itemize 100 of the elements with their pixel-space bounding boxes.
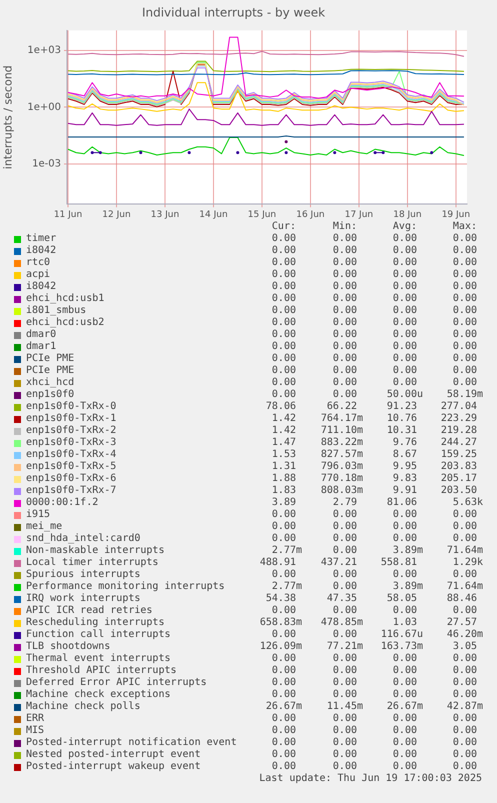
- text: 0.00: [452, 305, 477, 317]
- text: 2.77m: [272, 545, 302, 557]
- text: 9.91: [392, 485, 417, 497]
- text: 488.91: [260, 557, 296, 569]
- text: 159.25: [440, 449, 477, 461]
- legend-label: i8042: [26, 245, 56, 257]
- legend-label: Spurious interrupts: [26, 569, 140, 581]
- text: 0.00: [452, 269, 477, 281]
- text: 27.57: [446, 617, 477, 629]
- text: 0.00: [452, 665, 477, 677]
- text: 0.00: [392, 665, 417, 677]
- legend-label: Thermal event interrupts: [26, 653, 170, 665]
- text: 0.00: [332, 713, 357, 725]
- text: 163.73m: [380, 641, 423, 653]
- text: 0.00: [272, 737, 296, 749]
- text: 0.00: [332, 629, 357, 641]
- text: 219.28: [440, 425, 477, 437]
- legend-label: Function call interrupts: [26, 629, 170, 641]
- text: 0.00: [332, 377, 357, 389]
- text: 54.38: [266, 593, 296, 605]
- text: 0.00: [392, 737, 417, 749]
- text: 0.00: [332, 533, 357, 545]
- text: 0.00: [332, 341, 357, 353]
- text: 9.95: [392, 461, 417, 473]
- text: 0.00: [332, 689, 357, 701]
- text: Min:: [332, 221, 357, 233]
- x-tick-label: 18 Jun: [393, 210, 422, 220]
- legend-label: Nested posted-interrupt event: [26, 749, 201, 761]
- text: 26.67m: [266, 701, 302, 713]
- text: Last update: Thu Jun 19 17:00:03 2025: [259, 773, 482, 785]
- text: 81.06: [386, 497, 417, 509]
- text: 478.85m: [320, 617, 363, 629]
- text: 0.00: [272, 605, 296, 617]
- legend-label: enp1s0f0-TxRx-4: [26, 449, 116, 461]
- text: 0.00: [452, 653, 477, 665]
- text: 0.00: [272, 353, 296, 365]
- text: 0.00: [392, 605, 417, 617]
- text: 0.00: [392, 713, 417, 725]
- text: 71.64m: [446, 545, 483, 557]
- text: Cur:: [272, 221, 296, 233]
- x-tick-label: 14 Jun: [199, 210, 228, 220]
- text: 0.00: [452, 689, 477, 701]
- text: 1.29k: [452, 557, 483, 569]
- text: 0.00: [452, 377, 477, 389]
- y-tick-label: 1e+03: [27, 45, 61, 56]
- text: 0.00: [272, 257, 296, 269]
- text: 0.00: [272, 713, 296, 725]
- legend-label: ERR: [26, 713, 44, 725]
- text: 0.00: [452, 341, 477, 353]
- text: 0.00: [392, 569, 417, 581]
- text: 3.05: [452, 641, 477, 653]
- text: 0.00: [452, 317, 477, 329]
- legend-label: TLB shootdowns: [26, 641, 110, 653]
- text: 0.00: [272, 653, 296, 665]
- text: 0.00: [332, 233, 357, 245]
- text: 0.00: [452, 713, 477, 725]
- text: 0.00: [452, 293, 477, 305]
- text: 0.00: [272, 677, 296, 689]
- text: 0.00: [392, 677, 417, 689]
- text: 0.00: [332, 545, 357, 557]
- text: 0.00: [272, 281, 296, 293]
- text: 0.00: [332, 245, 357, 257]
- text: 0.00: [332, 653, 357, 665]
- text: 0.00: [392, 377, 417, 389]
- text: 0.00: [332, 677, 357, 689]
- x-tick-label: 16 Jun: [296, 210, 325, 220]
- text: 0.00: [272, 533, 296, 545]
- text: 0.00: [392, 521, 417, 533]
- text: 0.00: [272, 509, 296, 521]
- chart-title: Individual interrupts - by week: [142, 5, 326, 20]
- text: 2.79: [332, 497, 357, 509]
- legend-label: Deferred Error APIC interrupts: [26, 677, 207, 689]
- text: 0.00: [452, 245, 477, 257]
- text: 0.00: [452, 509, 477, 521]
- y-tick-label: 1e+00: [27, 102, 61, 113]
- legend-label: enp1s0f0-TxRx-7: [26, 485, 116, 497]
- legend-label: Rescheduling interrupts: [26, 617, 164, 629]
- text: 0.00: [452, 365, 477, 377]
- text: 0.00: [332, 665, 357, 677]
- text: 0.00: [332, 521, 357, 533]
- x-tick-label: 13 Jun: [150, 210, 180, 220]
- text: 47.35: [326, 593, 357, 605]
- text: 1.42: [272, 413, 296, 425]
- text: 2.77m: [272, 581, 302, 593]
- legend-label: APIC ICR read retries: [26, 605, 152, 617]
- text: 1.42: [272, 425, 296, 437]
- legend-label: dmar1: [26, 341, 56, 353]
- legend-label: enp1s0f0-TxRx-1: [26, 413, 116, 425]
- text: 827.57m: [320, 449, 363, 461]
- text: 223.29: [440, 413, 477, 425]
- text: 0.00: [452, 533, 477, 545]
- text: 9.76: [392, 437, 417, 449]
- text: 91.23: [386, 401, 417, 413]
- legend-label: ehci_hcd:usb2: [26, 317, 104, 329]
- text: 0.00: [272, 761, 296, 773]
- text: 26.67m: [386, 701, 423, 713]
- text: 0.00: [272, 689, 296, 701]
- text: 1.83: [272, 485, 296, 497]
- text: Max:: [452, 221, 477, 233]
- text: 0.00: [272, 749, 296, 761]
